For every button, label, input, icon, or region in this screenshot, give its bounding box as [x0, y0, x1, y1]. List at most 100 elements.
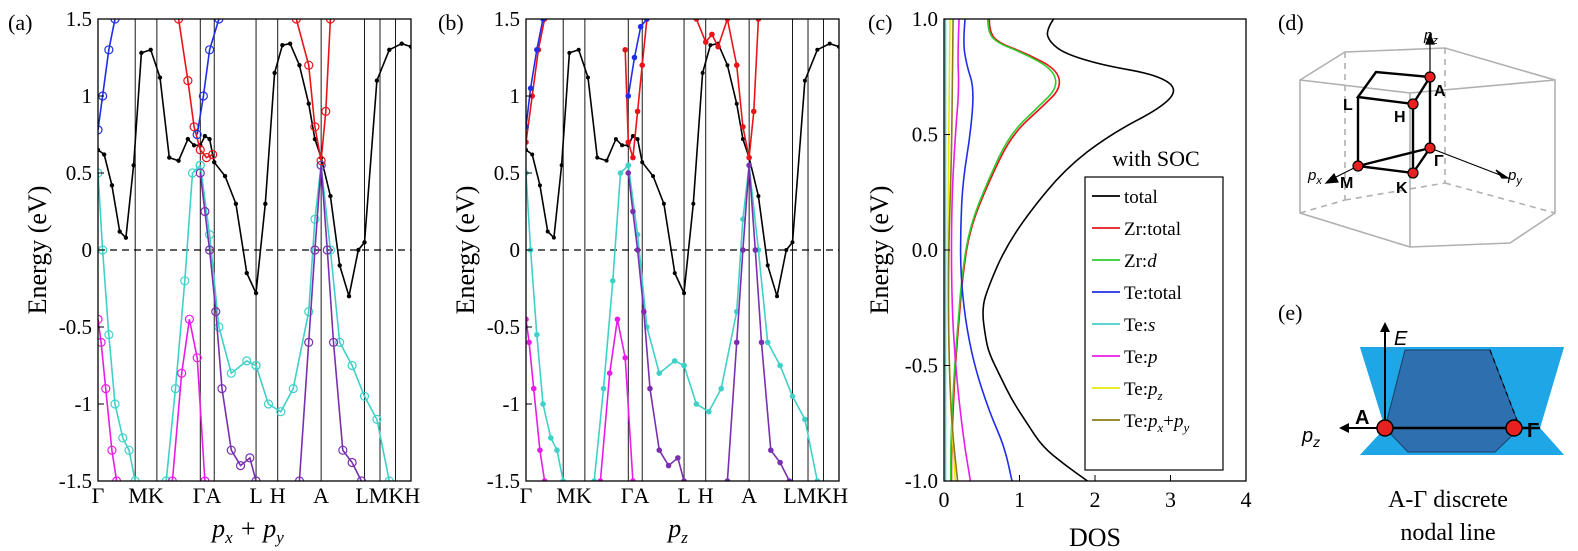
- band-point: [253, 290, 259, 296]
- band-point: [675, 455, 681, 461]
- panel-a-xlabel: px + py: [210, 514, 284, 547]
- band-cyan-3: [627, 165, 685, 375]
- kpoint-label: L: [249, 483, 262, 508]
- band-point: [338, 445, 348, 455]
- band-point: [195, 145, 205, 155]
- kpoint-label: LMKH: [783, 483, 848, 508]
- band-point: [622, 46, 628, 53]
- band-point: [630, 134, 635, 139]
- y-axis-label: Energy (eV): [451, 186, 480, 315]
- band-point: [725, 63, 730, 68]
- band-purple-6: [627, 172, 685, 481]
- caption-line-1: A-Γ discrete: [1388, 487, 1508, 513]
- band-point: [310, 245, 320, 255]
- band-point: [540, 401, 546, 407]
- band-point: [288, 384, 298, 394]
- band-point: [617, 170, 624, 176]
- bz-hidden-edge: [1444, 182, 1556, 214]
- kpoint-label: ΓA: [193, 483, 222, 508]
- band-point: [131, 163, 136, 168]
- band-point: [198, 91, 208, 101]
- band-point: [764, 339, 771, 346]
- band-point: [537, 447, 543, 454]
- label-M: M: [1340, 175, 1353, 192]
- y-tick-label: 0.5: [912, 123, 938, 147]
- band-point: [665, 462, 672, 469]
- band-point: [312, 136, 318, 142]
- band-point: [384, 476, 394, 481]
- band-point: [110, 19, 120, 24]
- band-point: [656, 370, 663, 377]
- band-point: [294, 476, 305, 481]
- band-point: [647, 385, 653, 392]
- band-point: [130, 476, 140, 481]
- band-point: [526, 339, 532, 346]
- dos-curve-2: [950, 19, 1057, 481]
- band-point: [630, 208, 636, 215]
- point-M: [1352, 160, 1364, 172]
- band-point: [656, 447, 663, 454]
- band-cyan-4: [255, 165, 322, 413]
- band-cyan-5: [748, 165, 819, 481]
- band-black-0: [98, 42, 411, 297]
- band-point: [101, 384, 111, 394]
- band-point: [184, 314, 195, 324]
- band-point: [176, 158, 181, 163]
- band-point: [604, 158, 609, 163]
- band-point: [306, 101, 311, 106]
- x-tick-label: 2: [1090, 487, 1101, 512]
- band-point: [802, 416, 808, 423]
- band-point: [170, 384, 181, 394]
- panel-b-xlabel: pz: [666, 514, 688, 547]
- band-point: [777, 362, 783, 369]
- band-cyan-3: [199, 165, 257, 375]
- band-point: [827, 41, 832, 46]
- band-point: [204, 45, 215, 55]
- band-point: [180, 276, 190, 286]
- legend-item: total: [1124, 187, 1158, 208]
- band-point: [222, 173, 228, 179]
- band-point: [718, 385, 725, 392]
- band-point: [682, 291, 687, 296]
- band-point: [192, 129, 202, 140]
- band-panel-b: 1.5 1 0.5 0 -0.5 -1 -1.5 Energy (eV) Γ MK ΓA L H A LMK…: [451, 7, 848, 508]
- band-point: [212, 160, 217, 165]
- band-point: [335, 337, 345, 347]
- band-point: [387, 47, 392, 53]
- band-purple-6: [199, 172, 257, 481]
- band-point: [372, 414, 382, 424]
- band-point: [537, 183, 542, 188]
- band-point: [614, 316, 621, 323]
- dos-curve-5: [950, 19, 972, 481]
- band-point: [111, 476, 122, 481]
- band-point: [708, 43, 713, 48]
- kpoint-label: Γ: [520, 483, 533, 508]
- band-point: [161, 476, 171, 481]
- kpoint-label: ΓA: [621, 483, 650, 508]
- band-point: [200, 206, 210, 217]
- band-point: [606, 370, 613, 377]
- label-K: K: [1396, 180, 1408, 197]
- label-E: E: [1394, 328, 1408, 350]
- band-point: [104, 330, 114, 340]
- band-point: [98, 337, 106, 347]
- band-point: [217, 384, 227, 394]
- band-red-11: [295, 19, 332, 161]
- kpoint-label: MK: [556, 483, 592, 508]
- band-point: [325, 19, 336, 24]
- band-point: [775, 294, 780, 299]
- bz-edge: [1409, 79, 1556, 94]
- legend: total Zr:total Zr:d Te:total Te:s Te:p Te:pz Te…: [1084, 176, 1224, 471]
- kpoint-label: A: [313, 483, 329, 508]
- band-point: [637, 23, 644, 30]
- band-point: [139, 50, 144, 56]
- band-point: [110, 399, 120, 409]
- band-point: [639, 62, 646, 68]
- band-point: [631, 54, 638, 61]
- band-point: [551, 235, 556, 240]
- label-py: py: [1507, 167, 1523, 187]
- band-point: [211, 307, 221, 317]
- band-point: [124, 445, 134, 455]
- y-tick-label: 0.0: [912, 238, 938, 262]
- band-point: [276, 407, 286, 417]
